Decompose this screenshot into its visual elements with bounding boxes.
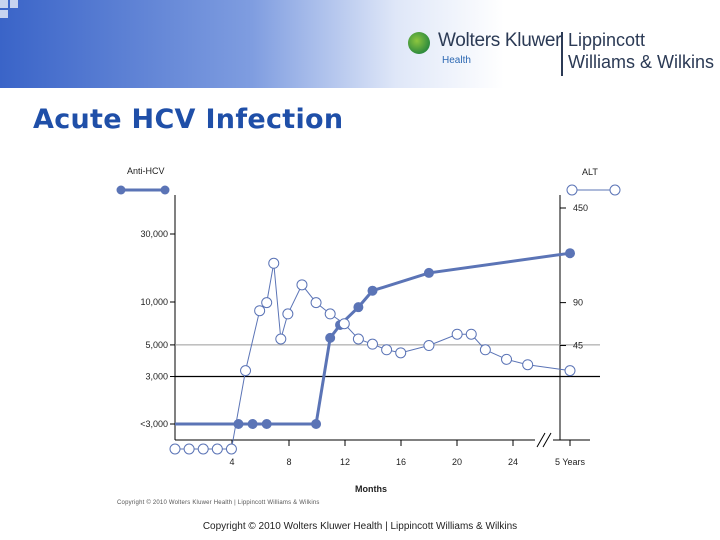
alt-point: [197, 443, 209, 455]
logo-divider: [561, 32, 563, 76]
x-tick-label: 4: [229, 457, 234, 467]
alt-point: [479, 344, 491, 356]
brand-name: Wolters Kluwer: [438, 30, 562, 51]
alt-point: [367, 338, 378, 350]
alt-point: [310, 297, 322, 309]
anti-hcv-point: [565, 248, 575, 259]
alt-point: [338, 318, 350, 330]
x-tick-label: 20: [452, 457, 462, 467]
partner-name-line1: Lippincott: [568, 30, 646, 50]
y-right-tick-label: 45: [573, 341, 583, 351]
x-tick-label: 16: [396, 457, 406, 467]
alt-point: [268, 257, 280, 269]
x-tick-label: 24: [508, 457, 518, 467]
x-tick-label: 8: [286, 457, 291, 467]
legend-anti-hcv-marker: [160, 185, 170, 195]
faint-copyright: Copyright © 2010 Wolters Kluwer Health |…: [117, 500, 320, 506]
header-band: [0, 0, 720, 88]
x-tick-label: 12: [340, 457, 350, 467]
globe-icon: [408, 32, 430, 54]
legend-anti-hcv-marker: [116, 185, 126, 195]
alt-point: [501, 353, 513, 365]
partner-name-line2: Williams & Wilkins: [568, 52, 714, 72]
anti-hcv-point: [247, 419, 258, 429]
y-left-tick-label: 10,000: [140, 297, 168, 307]
alt-point: [352, 333, 364, 345]
y-right-axis-label: ALT: [582, 167, 598, 177]
anti-hcv-point: [311, 419, 322, 429]
alt-point: [169, 443, 181, 455]
alt-point: [564, 365, 576, 377]
alt-point: [275, 333, 287, 345]
y-left-tick-label: <3,000: [140, 419, 168, 429]
anti-hcv-series-line: [175, 251, 571, 426]
y-left-tick-label: 3,000: [145, 372, 168, 382]
alt-point: [225, 443, 237, 455]
slide-title: Acute HCV Infection: [33, 104, 344, 135]
alt-point: [395, 347, 407, 359]
anti-hcv-point: [261, 419, 272, 429]
y-left-tick-label: 30,000: [140, 229, 168, 239]
alt-point: [282, 308, 294, 320]
anti-hcv-point: [367, 285, 378, 296]
corner-decoration: [0, 0, 30, 24]
alt-point: [465, 328, 477, 340]
y-left-tick-label: 5,000: [145, 340, 168, 350]
footer-copyright: Copyright © 2010 Wolters Kluwer Health |…: [202, 521, 518, 532]
alt-point: [296, 279, 308, 291]
axis-break-mark: [542, 432, 552, 448]
alt-point: [183, 443, 195, 455]
y-right-tick-label: 90: [573, 298, 583, 308]
alt-point: [381, 344, 393, 356]
alt-point: [211, 443, 223, 455]
alt-point: [423, 340, 435, 352]
legend-alt-marker: [566, 184, 578, 196]
x-tick-label: 5 Years: [555, 457, 586, 467]
brand-sub: Health: [442, 55, 471, 66]
anti-hcv-point: [423, 267, 434, 278]
alt-point: [324, 308, 336, 320]
legend-alt-marker: [609, 184, 621, 196]
axis-break-mark: [536, 432, 546, 448]
y-left-axis-label: Anti-HCV: [127, 166, 165, 176]
alt-point: [240, 365, 252, 377]
anti-hcv-point: [353, 302, 364, 313]
alt-point: [451, 328, 463, 340]
alt-point: [254, 305, 266, 317]
y-right-tick-label: 450: [573, 203, 588, 213]
x-axis-label: Months: [355, 484, 387, 494]
alt-point: [261, 297, 273, 309]
anti-hcv-point: [325, 332, 336, 343]
alt-point: [522, 359, 534, 371]
